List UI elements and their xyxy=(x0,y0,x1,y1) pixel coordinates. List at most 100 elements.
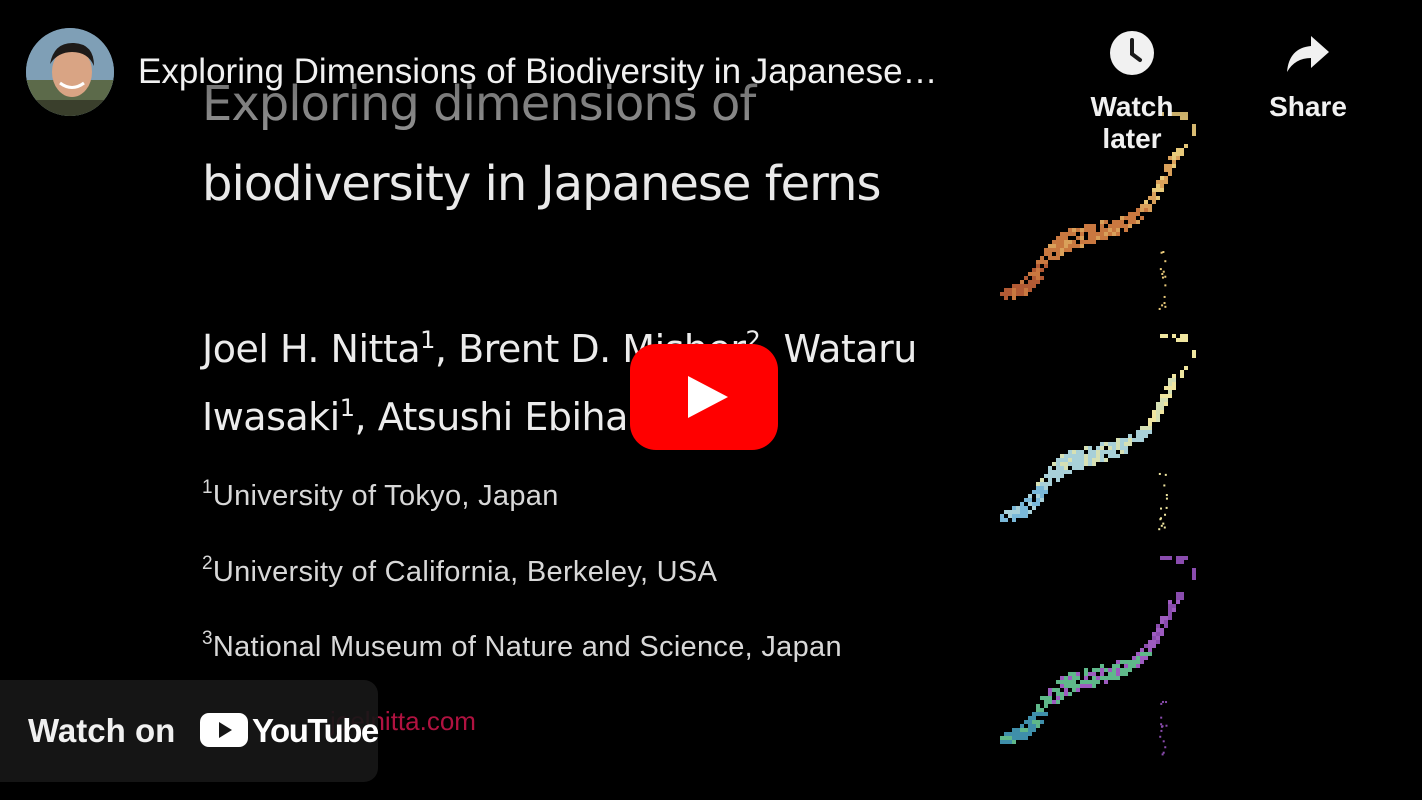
watch-on-youtube-button[interactable]: Watch on YouTube xyxy=(0,680,379,782)
map-cell xyxy=(1048,252,1052,256)
map-cell xyxy=(1004,732,1008,736)
map-cell xyxy=(1108,224,1112,228)
island-cell xyxy=(1164,284,1167,287)
map-cell xyxy=(1044,252,1048,256)
map-cell xyxy=(1164,398,1168,402)
map-cell xyxy=(1124,438,1128,442)
map-cell xyxy=(1168,378,1172,382)
map-cell xyxy=(1060,458,1064,462)
map-cell xyxy=(1148,426,1152,430)
map-cell xyxy=(1152,418,1156,422)
map-cell xyxy=(1164,386,1168,390)
map-cell xyxy=(1136,430,1140,434)
map-cell xyxy=(1080,466,1084,470)
map-cell xyxy=(1024,720,1028,724)
map-cell xyxy=(1060,466,1064,470)
map-cell xyxy=(1096,668,1100,672)
map-cell xyxy=(1068,244,1072,248)
map-cell xyxy=(1148,648,1152,652)
map-cell xyxy=(1168,616,1172,620)
map-cell xyxy=(1040,260,1044,264)
map-cell xyxy=(1152,644,1156,648)
map-cell xyxy=(1140,652,1144,656)
map-cell xyxy=(1036,708,1040,712)
map-cell xyxy=(1064,466,1068,470)
map-cell xyxy=(1020,288,1024,292)
map-cell xyxy=(1076,454,1080,458)
map-cell xyxy=(1116,442,1120,446)
map-cell xyxy=(1060,684,1064,688)
map-cell xyxy=(1132,656,1136,660)
map-cell xyxy=(1040,712,1044,716)
map-cell xyxy=(1148,418,1152,422)
map-cell xyxy=(1048,466,1052,470)
map-cell xyxy=(1040,276,1044,280)
map-cell xyxy=(1036,280,1040,284)
map-cell xyxy=(1136,438,1140,442)
map-cell xyxy=(1128,224,1132,228)
map-cell xyxy=(1020,514,1024,518)
map-cell xyxy=(1120,668,1124,672)
map-cell xyxy=(1012,284,1016,288)
map-cell xyxy=(1024,498,1028,502)
map-cell xyxy=(1176,596,1180,600)
map-cell xyxy=(1068,676,1072,680)
channel-avatar[interactable] xyxy=(26,28,114,116)
map-cell xyxy=(1152,410,1156,414)
map-cell xyxy=(1124,672,1128,676)
map-cell xyxy=(1044,490,1048,494)
map-cell xyxy=(1192,354,1196,358)
map-cell xyxy=(1072,228,1076,232)
map-cell xyxy=(1052,240,1056,244)
play-icon xyxy=(630,344,778,450)
map-cell xyxy=(1052,474,1056,478)
map-cell xyxy=(1012,296,1016,300)
map-cell xyxy=(1056,466,1060,470)
map-cell xyxy=(1056,700,1060,704)
map-cell xyxy=(1092,458,1096,462)
map-cell xyxy=(1156,410,1160,414)
map-cell xyxy=(1024,284,1028,288)
map-cell xyxy=(1124,450,1128,454)
map-cell xyxy=(1080,454,1084,458)
island-cell xyxy=(1160,251,1163,254)
map-cell xyxy=(1036,482,1040,486)
map-cell xyxy=(1168,172,1172,176)
share-button[interactable]: Share xyxy=(1238,28,1378,123)
map-cell xyxy=(1024,728,1028,732)
map-cell xyxy=(1084,458,1088,462)
map-cell xyxy=(1184,366,1188,370)
map-cell xyxy=(1140,204,1144,208)
map-cell xyxy=(1140,216,1144,220)
map-cell xyxy=(1156,180,1160,184)
map-cell xyxy=(1096,232,1100,236)
map-cell xyxy=(1116,454,1120,458)
map-cell xyxy=(1048,470,1052,474)
island-cell xyxy=(1165,701,1168,704)
map-cell xyxy=(1112,220,1116,224)
map-cell xyxy=(1168,156,1172,160)
map-cell xyxy=(1076,672,1080,676)
island-cell xyxy=(1159,268,1162,271)
map-cell xyxy=(1148,422,1152,426)
video-title[interactable]: Exploring Dimensions of Biodiversity in … xyxy=(138,52,938,91)
map-cell xyxy=(1140,648,1144,652)
map-cell xyxy=(1096,450,1100,454)
map-cell xyxy=(1040,482,1044,486)
map-cell xyxy=(1192,576,1196,580)
map-cell xyxy=(1060,692,1064,696)
map-cell xyxy=(1028,716,1032,720)
map-cell xyxy=(1124,216,1128,220)
map-cell xyxy=(1004,736,1008,740)
watch-later-button[interactable]: Watch later xyxy=(1062,28,1202,155)
map-cell xyxy=(1108,672,1112,676)
map-cell xyxy=(1104,450,1108,454)
map-cell xyxy=(1056,462,1060,466)
map-cell xyxy=(1120,438,1124,442)
map-cell xyxy=(1104,232,1108,236)
map-cell xyxy=(1004,740,1008,744)
play-button[interactable] xyxy=(630,344,778,450)
map-cell xyxy=(1168,382,1172,386)
map-cell xyxy=(1132,438,1136,442)
